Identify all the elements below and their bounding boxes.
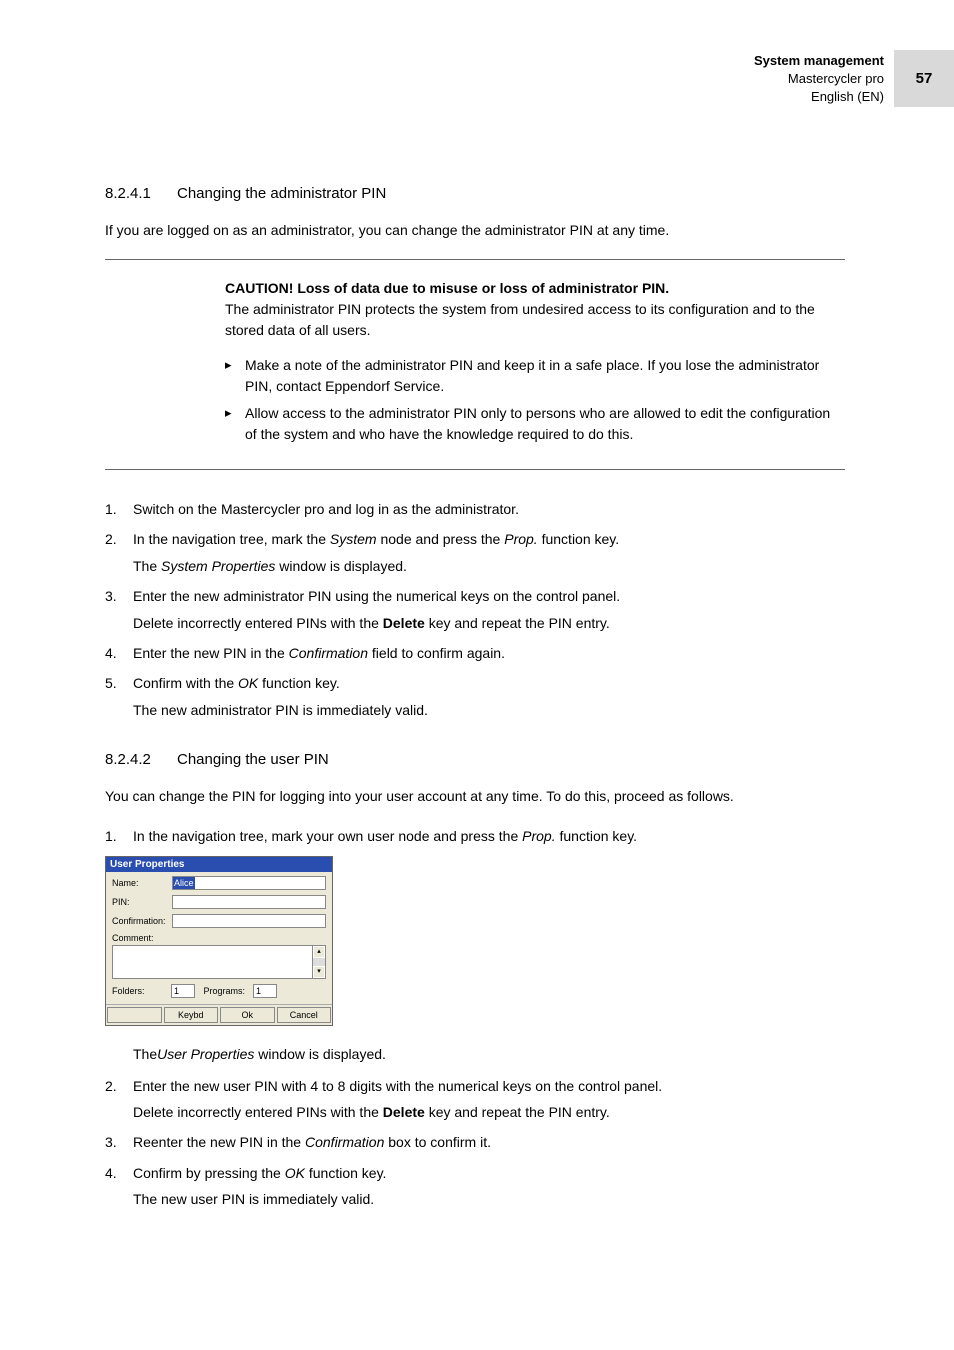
caution-list: Make a note of the administrator PIN and… [225, 355, 845, 445]
section-number: 8.2.4.1 [105, 185, 177, 202]
dialog-row-comment: ▴ ▾ [112, 945, 326, 979]
dialog-blank-button[interactable] [107, 1007, 162, 1023]
step-5: Confirm with the OK function key. The ne… [105, 672, 845, 721]
caution-inner: CAUTION! Loss of data due to misuse or l… [105, 278, 845, 445]
page-number: 57 [894, 50, 954, 107]
step-2: In the navigation tree, mark the System … [105, 528, 845, 577]
dialog-row-name: Name: Alice [112, 876, 326, 890]
caution-bullet-2: Allow access to the administrator PIN on… [225, 403, 845, 445]
user-step-2-sub: Delete incorrectly entered PINs with the… [133, 1101, 845, 1123]
step-4: Enter the new PIN in the Confirmation fi… [105, 642, 845, 664]
name-field[interactable]: Alice [172, 876, 326, 890]
name-label: Name: [112, 878, 172, 888]
page-header: System management Mastercycler pro Engli… [754, 50, 954, 107]
caution-bullet-1: Make a note of the administrator PIN and… [225, 355, 845, 397]
user-steps-2: Enter the new user PIN with 4 to 8 digit… [105, 1075, 845, 1211]
step-1: Switch on the Mastercycler pro and log i… [105, 498, 845, 520]
section-heading-admin-pin: 8.2.4.1Changing the administrator PIN [105, 185, 845, 202]
step-3: Enter the new administrator PIN using th… [105, 585, 845, 634]
user-step-2: Enter the new user PIN with 4 to 8 digit… [105, 1075, 845, 1124]
section2-title: Changing the user PIN [177, 751, 329, 768]
caution-block: CAUTION! Loss of data due to misuse or l… [105, 259, 845, 470]
section2-intro: You can change the PIN for logging into … [105, 786, 845, 807]
dialog-row-pin: PIN: [112, 895, 326, 909]
header-language: English (EN) [754, 88, 884, 106]
section-heading-user-pin: 8.2.4.2Changing the user PIN [105, 751, 845, 768]
dialog-title: User Properties [106, 857, 332, 872]
name-value: Alice [173, 877, 195, 889]
ok-button[interactable]: Ok [220, 1007, 275, 1023]
after-dialog-text: TheUser Properties window is displayed. [133, 1044, 845, 1065]
programs-label: Programs: [199, 986, 249, 996]
section-title: Changing the administrator PIN [177, 185, 386, 202]
comment-label: Comment: [112, 933, 172, 943]
page-content: 8.2.4.1Changing the administrator PIN If… [105, 185, 845, 1218]
cancel-button[interactable]: Cancel [277, 1007, 332, 1023]
caution-text: CAUTION! Loss of data due to misuse or l… [225, 278, 845, 341]
header-section: System management [754, 52, 884, 70]
caution-body: The administrator PIN protects the syste… [225, 301, 815, 338]
scroll-down-icon[interactable]: ▾ [313, 966, 325, 978]
admin-steps: Switch on the Mastercycler pro and log i… [105, 498, 845, 721]
dialog-row-counts: Folders: 1 Programs: 1 [112, 984, 326, 998]
user-step-3: Reenter the new PIN in the Confirmation … [105, 1131, 845, 1153]
header-product: Mastercycler pro [754, 70, 884, 88]
header-text: System management Mastercycler pro Engli… [754, 50, 894, 107]
programs-value: 1 [253, 984, 277, 998]
scroll-up-icon[interactable]: ▴ [313, 946, 325, 958]
section-user-pin: 8.2.4.2Changing the user PIN You can cha… [105, 751, 845, 1210]
caution-title: CAUTION! Loss of data due to misuse or l… [225, 280, 669, 296]
step-5-sub: The new administrator PIN is immediately… [133, 699, 845, 721]
intro-paragraph: If you are logged on as an administrator… [105, 220, 845, 241]
comment-field[interactable] [112, 945, 313, 979]
user-step-4: Confirm by pressing the OK function key.… [105, 1162, 845, 1211]
step-3-sub: Delete incorrectly entered PINs with the… [133, 612, 845, 634]
confirmation-field[interactable] [172, 914, 326, 928]
dialog-body: Name: Alice PIN: Confirmation: Comment: … [106, 872, 332, 1002]
user-steps-1: In the navigation tree, mark your own us… [105, 825, 845, 847]
keybd-button[interactable]: Keybd [164, 1007, 219, 1023]
comment-scrollbar[interactable]: ▴ ▾ [313, 945, 326, 979]
section2-number: 8.2.4.2 [105, 751, 177, 768]
user-step-4-sub: The new user PIN is immediately valid. [133, 1188, 845, 1210]
dialog-buttons: Keybd Ok Cancel [106, 1004, 332, 1025]
confirmation-label: Confirmation: [112, 916, 172, 926]
user-properties-dialog: User Properties Name: Alice PIN: Confirm… [105, 856, 333, 1026]
user-step-1: In the navigation tree, mark your own us… [105, 825, 845, 847]
dialog-row-confirmation: Confirmation: [112, 914, 326, 928]
folders-value: 1 [171, 984, 195, 998]
pin-label: PIN: [112, 897, 172, 907]
step-2-sub: The System Properties window is displaye… [133, 555, 845, 577]
folders-label: Folders: [112, 986, 167, 996]
pin-field[interactable] [172, 895, 326, 909]
